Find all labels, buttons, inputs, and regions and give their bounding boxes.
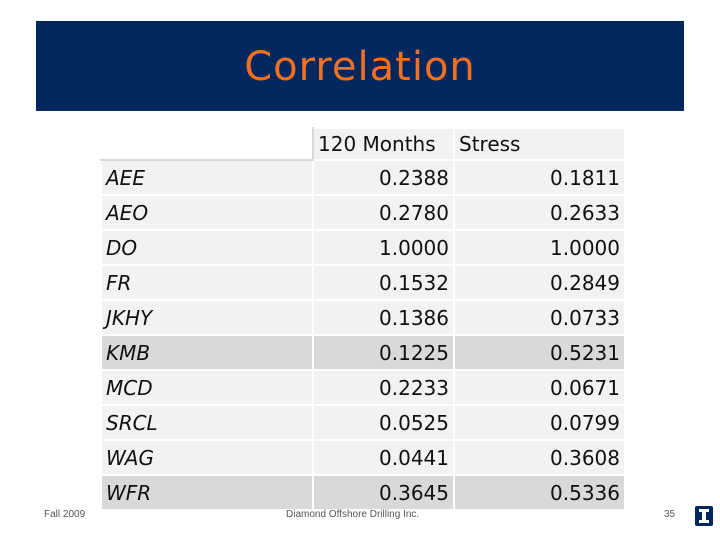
months120-cell: 0.2780	[312, 194, 455, 231]
footer-date: Fall 2009	[44, 509, 86, 520]
table-row: KMB 0.1225 0.5231	[100, 334, 626, 371]
months120-cell: 0.1532	[312, 264, 455, 301]
table-row: DO 1.0000 1.0000	[100, 229, 626, 266]
table-row: JKHY 0.1386 0.0733	[100, 299, 626, 336]
stress-cell: 0.0671	[453, 369, 626, 406]
illinois-block-i-logo-icon	[695, 506, 713, 526]
months120-cell: 1.0000	[312, 229, 455, 266]
slide-title: Correlation	[244, 44, 476, 90]
table-row: WFR 0.3645 0.5336	[100, 474, 626, 511]
ticker-cell: MCD	[100, 369, 314, 406]
table-row: FR 0.1532 0.2849	[100, 264, 626, 301]
table-row: AEE 0.2388 0.1811	[100, 159, 626, 196]
page-number: 35	[664, 509, 676, 520]
months120-cell: 0.0525	[312, 404, 455, 441]
stress-cell: 0.5231	[453, 334, 626, 371]
table-header-row: 120 Months Stress	[100, 127, 626, 161]
months120-cell: 0.1386	[312, 299, 455, 336]
ticker-cell: DO	[100, 229, 314, 266]
correlation-table: 120 Months Stress AEE 0.2388 0.1811 AEO …	[100, 127, 626, 511]
table-row: MCD 0.2233 0.0671	[100, 369, 626, 406]
stress-cell: 0.5336	[453, 474, 626, 511]
stress-cell: 0.2633	[453, 194, 626, 231]
stress-cell: 0.1811	[453, 159, 626, 196]
title-bar: Correlation	[36, 21, 684, 111]
ticker-cell: FR	[100, 264, 314, 301]
months120-cell: 0.2233	[312, 369, 455, 406]
months120-cell: 0.3645	[312, 474, 455, 511]
stress-cell: 0.3608	[453, 439, 626, 476]
months120-cell: 0.2388	[312, 159, 455, 196]
stress-cell: 1.0000	[453, 229, 626, 266]
ticker-cell: AEO	[100, 194, 314, 231]
header-stress: Stress	[453, 127, 626, 161]
months120-cell: 0.1225	[312, 334, 455, 371]
header-120-months: 120 Months	[312, 127, 455, 161]
table-row: SRCL 0.0525 0.0799	[100, 404, 626, 441]
ticker-cell: KMB	[100, 334, 314, 371]
footer-company: Diamond Offshore Drilling Inc.	[286, 509, 420, 520]
table-row: WAG 0.0441 0.3608	[100, 439, 626, 476]
ticker-cell: AEE	[100, 159, 314, 196]
ticker-cell: SRCL	[100, 404, 314, 441]
table-row: AEO 0.2780 0.2633	[100, 194, 626, 231]
ticker-cell: WFR	[100, 474, 314, 511]
correlation-table-container: 120 Months Stress AEE 0.2388 0.1811 AEO …	[100, 127, 626, 511]
stress-cell: 0.0733	[453, 299, 626, 336]
ticker-cell: WAG	[100, 439, 314, 476]
header-ticker	[100, 127, 314, 161]
months120-cell: 0.0441	[312, 439, 455, 476]
stress-cell: 0.2849	[453, 264, 626, 301]
stress-cell: 0.0799	[453, 404, 626, 441]
ticker-cell: JKHY	[100, 299, 314, 336]
